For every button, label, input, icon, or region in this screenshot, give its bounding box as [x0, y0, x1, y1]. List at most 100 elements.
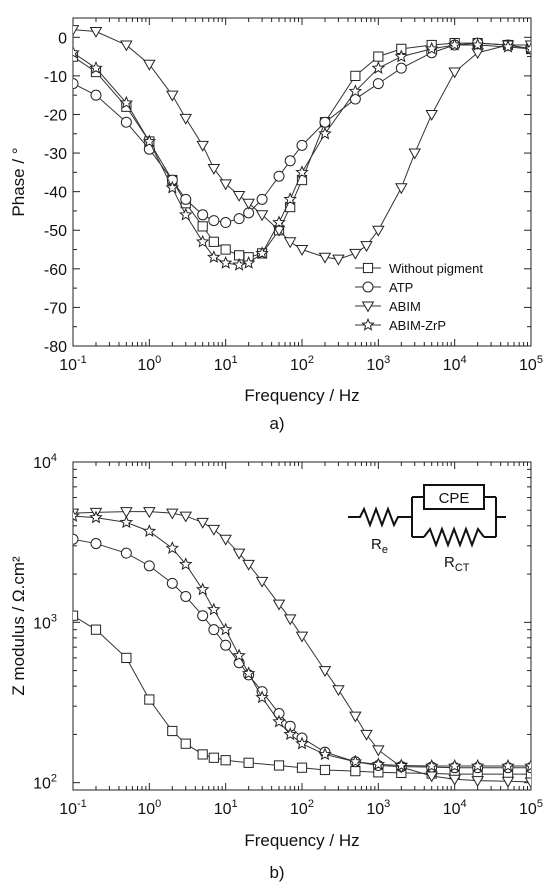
- data-point-atp: [208, 624, 220, 636]
- data-point-abim: [471, 48, 484, 60]
- data-point-without-pigment: [350, 766, 361, 777]
- data-point-atp: [120, 116, 132, 128]
- data-point-atp: [395, 62, 407, 74]
- data-point-abim: [372, 745, 385, 757]
- data-point-abim: [471, 776, 484, 788]
- data-point-abim-zrp: [241, 666, 256, 680]
- data-point-abim-zrp: [524, 41, 531, 55]
- data-point-abim-zrp: [119, 515, 134, 529]
- y-tick-label: 104: [33, 452, 57, 472]
- data-point-without-pigment: [208, 752, 219, 763]
- data-point-abim-zrp: [524, 758, 531, 772]
- y-tick-label: 0: [58, 30, 67, 47]
- data-point-abim: [318, 252, 332, 264]
- data-point-abim: [120, 40, 133, 52]
- y-tick-label: -70: [44, 300, 67, 317]
- data-point-abim-zrp: [318, 747, 332, 761]
- data-point-abim-zrp: [501, 758, 515, 772]
- x-tick-label: 100: [137, 354, 161, 374]
- data-point-abim: [295, 245, 309, 256]
- data-point-without-pigment: [73, 610, 79, 621]
- x-tick-label: 103: [366, 798, 390, 818]
- y-tick-label: -50: [44, 223, 67, 240]
- rct-resistor-symbol: [423, 526, 485, 548]
- phase-chart: 10-1 100 101 102 103 104 105 0 -10 -20 -30 -40 -50 -6…: [9, 17, 543, 433]
- data-point-abim: [272, 599, 286, 611]
- x-tick-label: 10-1: [59, 798, 87, 818]
- data-point-abim-zrp: [218, 255, 233, 269]
- data-point-abim: [360, 729, 373, 741]
- data-point-atp: [143, 560, 155, 572]
- y-tick-label: -20: [44, 107, 67, 124]
- data-point-abim: [143, 59, 156, 71]
- data-point-abim-zrp: [165, 180, 180, 194]
- data-point-without-pigment: [525, 769, 531, 780]
- data-point-abim: [349, 248, 362, 260]
- x-tick-label: 102: [290, 354, 314, 374]
- data-point-without-pigment: [208, 236, 219, 247]
- y-tick-label: 103: [33, 612, 57, 632]
- data-point-without-pigment: [144, 694, 155, 705]
- legend-marker-abim-zrp: [361, 317, 375, 331]
- data-point-abim-zrp: [232, 257, 246, 271]
- data-point-abim-zrp: [207, 250, 221, 263]
- data-point-abim-zrp: [283, 192, 297, 206]
- data-point-abim-zrp: [348, 84, 363, 98]
- legend-entry-abim: ABIM: [355, 299, 421, 314]
- data-point-abim-zrp: [371, 757, 386, 771]
- series-atp: [73, 37, 531, 229]
- data-point-abim: [242, 198, 255, 210]
- data-point-abim-zrp: [348, 754, 363, 768]
- data-point-without-pigment: [90, 624, 102, 635]
- legend-entry-abim-zrp: ABIM-ZrP: [355, 317, 446, 333]
- x-tick-label: 100: [137, 798, 161, 818]
- x-tick-label: 103: [366, 354, 390, 374]
- data-point-abim: [272, 225, 286, 237]
- legend-entry-atp: ATP: [355, 280, 413, 295]
- data-point-atp: [90, 538, 102, 550]
- data-point-abim: [283, 237, 297, 249]
- data-point-atp: [166, 577, 178, 589]
- circuit-wires: [411, 496, 506, 538]
- data-point-abim: [349, 711, 362, 723]
- data-point-atp: [197, 610, 209, 622]
- data-point-without-pigment: [220, 755, 231, 766]
- re-resistor-symbol: [348, 506, 412, 528]
- panel-b-label: b): [269, 863, 284, 882]
- data-point-atp: [73, 533, 79, 545]
- phase-axis-ticks: 10-1 100 101 102 103 104 105 0 -10 -20 -30 -40 -50 -6…: [44, 17, 543, 374]
- data-point-abim: [524, 777, 531, 789]
- data-point-abim: [295, 631, 309, 643]
- data-point-abim: [232, 191, 246, 202]
- series-line-atp: [73, 42, 531, 224]
- data-point-abim-zrp: [272, 215, 286, 229]
- data-point-abim: [255, 210, 269, 222]
- x-tick-label: 105: [519, 354, 543, 374]
- data-point-abim-zrp: [73, 508, 80, 522]
- data-point-atp: [120, 547, 132, 559]
- data-point-abim-zrp: [207, 602, 221, 616]
- data-point-abim-zrp: [394, 758, 409, 772]
- data-point-abim: [318, 666, 332, 678]
- data-point-abim: [207, 163, 221, 175]
- data-point-atp: [296, 139, 308, 151]
- data-point-abim: [207, 524, 221, 536]
- data-point-abim: [395, 183, 408, 195]
- cpe-element-box: [423, 484, 485, 510]
- series-abim: [73, 507, 531, 789]
- data-point-abim-zrp: [142, 524, 157, 537]
- impedance-chart: 10-1 100 101 102 103 104 105 102 103 104 CPE Re R…: [9, 452, 543, 882]
- series-abim-zrp: [73, 37, 531, 271]
- data-point-abim: [501, 776, 515, 788]
- data-point-abim: [166, 90, 179, 102]
- data-point-abim-zrp: [447, 37, 462, 51]
- data-point-abim: [408, 148, 422, 160]
- data-point-abim-zrp: [232, 648, 246, 662]
- data-point-abim: [360, 241, 373, 253]
- data-point-without-pigment: [121, 652, 132, 664]
- data-point-abim-zrp: [470, 758, 485, 772]
- data-point-atp: [372, 78, 384, 90]
- phase-x-axis-label: Frequency / Hz: [244, 386, 359, 405]
- data-point-atp: [180, 193, 192, 205]
